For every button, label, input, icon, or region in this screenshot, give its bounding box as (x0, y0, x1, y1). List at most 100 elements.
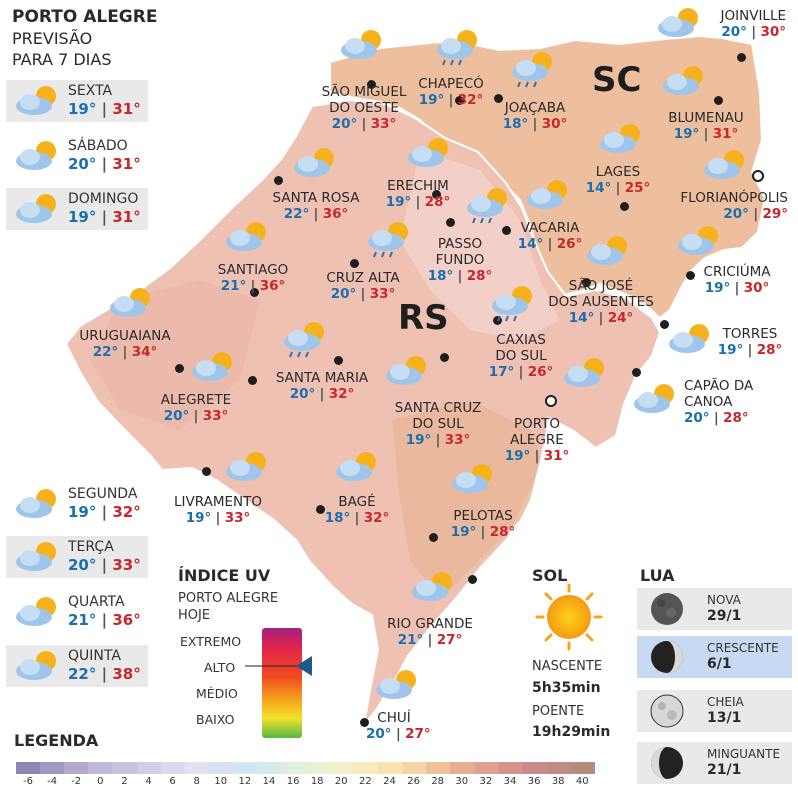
uv-subtitle: PORTO ALEGRE HOJE (178, 591, 279, 623)
partly-cloudy-icon (704, 150, 744, 179)
legend-color-swatch (305, 762, 330, 774)
city-label: CAPÃO DA CANOA 20° | 28° (684, 378, 754, 426)
legend-tick-label: 24 (383, 776, 396, 787)
city-marker (250, 288, 259, 297)
city-marker (455, 96, 464, 105)
partly-cloudy-icon (678, 226, 718, 255)
page-title: PORTO ALEGRE (12, 7, 158, 27)
legend-tick-label: 34 (503, 776, 517, 787)
city-label: ERECHIM 19° | 28° (385, 178, 451, 210)
uv-level-label: EXTREMO (180, 634, 242, 649)
legend-tick-label: 10 (214, 776, 228, 787)
city-marker (582, 278, 591, 287)
legend-tick-label: 40 (575, 776, 589, 787)
city-label: LIVRAMENTO 19° | 33° (174, 494, 262, 526)
lagoon (488, 420, 582, 580)
city-marker (350, 259, 359, 268)
legend-tick-label: 2 (121, 776, 128, 787)
city-label: SANTA ROSA 22° | 36° (272, 190, 360, 222)
partly-cloudy-icon (587, 236, 627, 265)
legend-tick-label: -6 (23, 776, 33, 787)
forecast-day: QUINTA 22° | 38° (6, 645, 148, 687)
city-marker (660, 320, 669, 329)
city-marker (202, 467, 211, 476)
forecast-day: SÁBADO 20° | 31° (6, 135, 148, 177)
partly-cloudy-rain-icon (437, 30, 477, 66)
partly-cloudy-icon (226, 222, 266, 251)
legend-tick-label: 28 (431, 776, 445, 787)
legend-tick-label: 32 (479, 776, 493, 787)
legend-color-swatch (449, 762, 475, 774)
page-subtitle: PREVISÃO PARA 7 DIAS (12, 29, 112, 69)
moon-phase: NOVA 29/1 (637, 588, 792, 630)
legend-tick-label: 30 (455, 776, 469, 787)
legend-tick-label: 0 (97, 776, 104, 787)
legend-color-swatch (88, 762, 113, 774)
capital-marker (752, 170, 764, 182)
legend-color-swatch (40, 762, 65, 774)
city-marker (468, 575, 477, 584)
city-marker (632, 368, 641, 377)
partly-cloudy-rain-icon (512, 52, 552, 88)
city-marker (686, 271, 695, 280)
city-label: LAGES 14° | 25° (585, 164, 651, 196)
sunrise-time: 5h35min (532, 680, 601, 696)
legend-color-swatch (546, 762, 571, 774)
legend-tick-label: 6 (169, 776, 176, 787)
partly-cloudy-icon (600, 124, 640, 153)
partly-cloudy-rain-icon (284, 322, 324, 358)
forecast-day: TERÇA 20° | 33° (6, 536, 148, 578)
uv-pointer-arrow (296, 656, 312, 676)
city-label: SANTA MARIA 20° | 32° (275, 370, 369, 402)
city-label: CHAPECÓ 19° | 32° (418, 76, 484, 108)
moon-waning-icon (651, 747, 683, 779)
legend-color-swatch (160, 762, 186, 774)
legend-tick-label: 18 (310, 776, 324, 787)
forecast-day: DOMINGO 19° | 31° (6, 188, 148, 230)
city-marker (502, 226, 511, 235)
legend-tick-label: 12 (238, 776, 252, 787)
legend-tick-label: 38 (551, 776, 565, 787)
partly-cloudy-icon (16, 489, 56, 518)
legend-color-swatch (208, 762, 234, 774)
moon-phase: CRESCENTE 6/1 (637, 636, 792, 678)
legend-tick-label: 20 (334, 776, 348, 787)
uv-level-label: ALTO (204, 660, 236, 675)
legend-tick-label: 22 (359, 776, 372, 787)
partly-cloudy-icon (192, 352, 232, 381)
legend-tick-label: 4 (145, 776, 152, 787)
moon-new-icon (651, 593, 683, 625)
sunset-label: POENTE (532, 704, 585, 719)
city-label: SANTA CRUZ DO SUL 19° | 33° (394, 400, 482, 448)
legend-color-swatch (281, 762, 306, 774)
legend-color-swatch (136, 762, 162, 774)
legend-color-swatch (64, 762, 89, 774)
legend-color-swatch (473, 762, 499, 774)
partly-cloudy-icon (408, 138, 448, 167)
moon-full-icon (650, 694, 684, 728)
partly-cloudy-icon (336, 452, 376, 481)
partly-cloudy-icon (376, 670, 416, 699)
legend-color-swatch (232, 762, 258, 774)
partly-cloudy-icon (226, 452, 266, 481)
city-marker (334, 356, 343, 365)
city-marker (737, 53, 746, 62)
city-marker (440, 353, 449, 362)
moon-phase: MINGUANTE 21/1 (637, 742, 792, 784)
partly-cloudy-icon (634, 384, 674, 413)
city-label: CRUZ ALTA 20° | 33° (326, 270, 400, 302)
partly-cloudy-icon (16, 141, 56, 170)
partly-cloudy-icon (16, 194, 56, 223)
uv-level-label: MÉDIO (196, 686, 238, 701)
moon-crescent-icon (651, 641, 683, 673)
city-marker (432, 190, 441, 199)
city-marker (248, 376, 257, 385)
legend-color-swatch (353, 762, 378, 774)
city-label: BLUMENAU 19° | 31° (668, 110, 744, 142)
city-marker (274, 176, 283, 185)
moon-phase: CHEIA 13/1 (637, 690, 792, 732)
legend-tick-label: -4 (47, 776, 58, 787)
legend-tick-label: 16 (286, 776, 300, 787)
city-label: JOINVILLE 20° | 30° (720, 8, 786, 40)
